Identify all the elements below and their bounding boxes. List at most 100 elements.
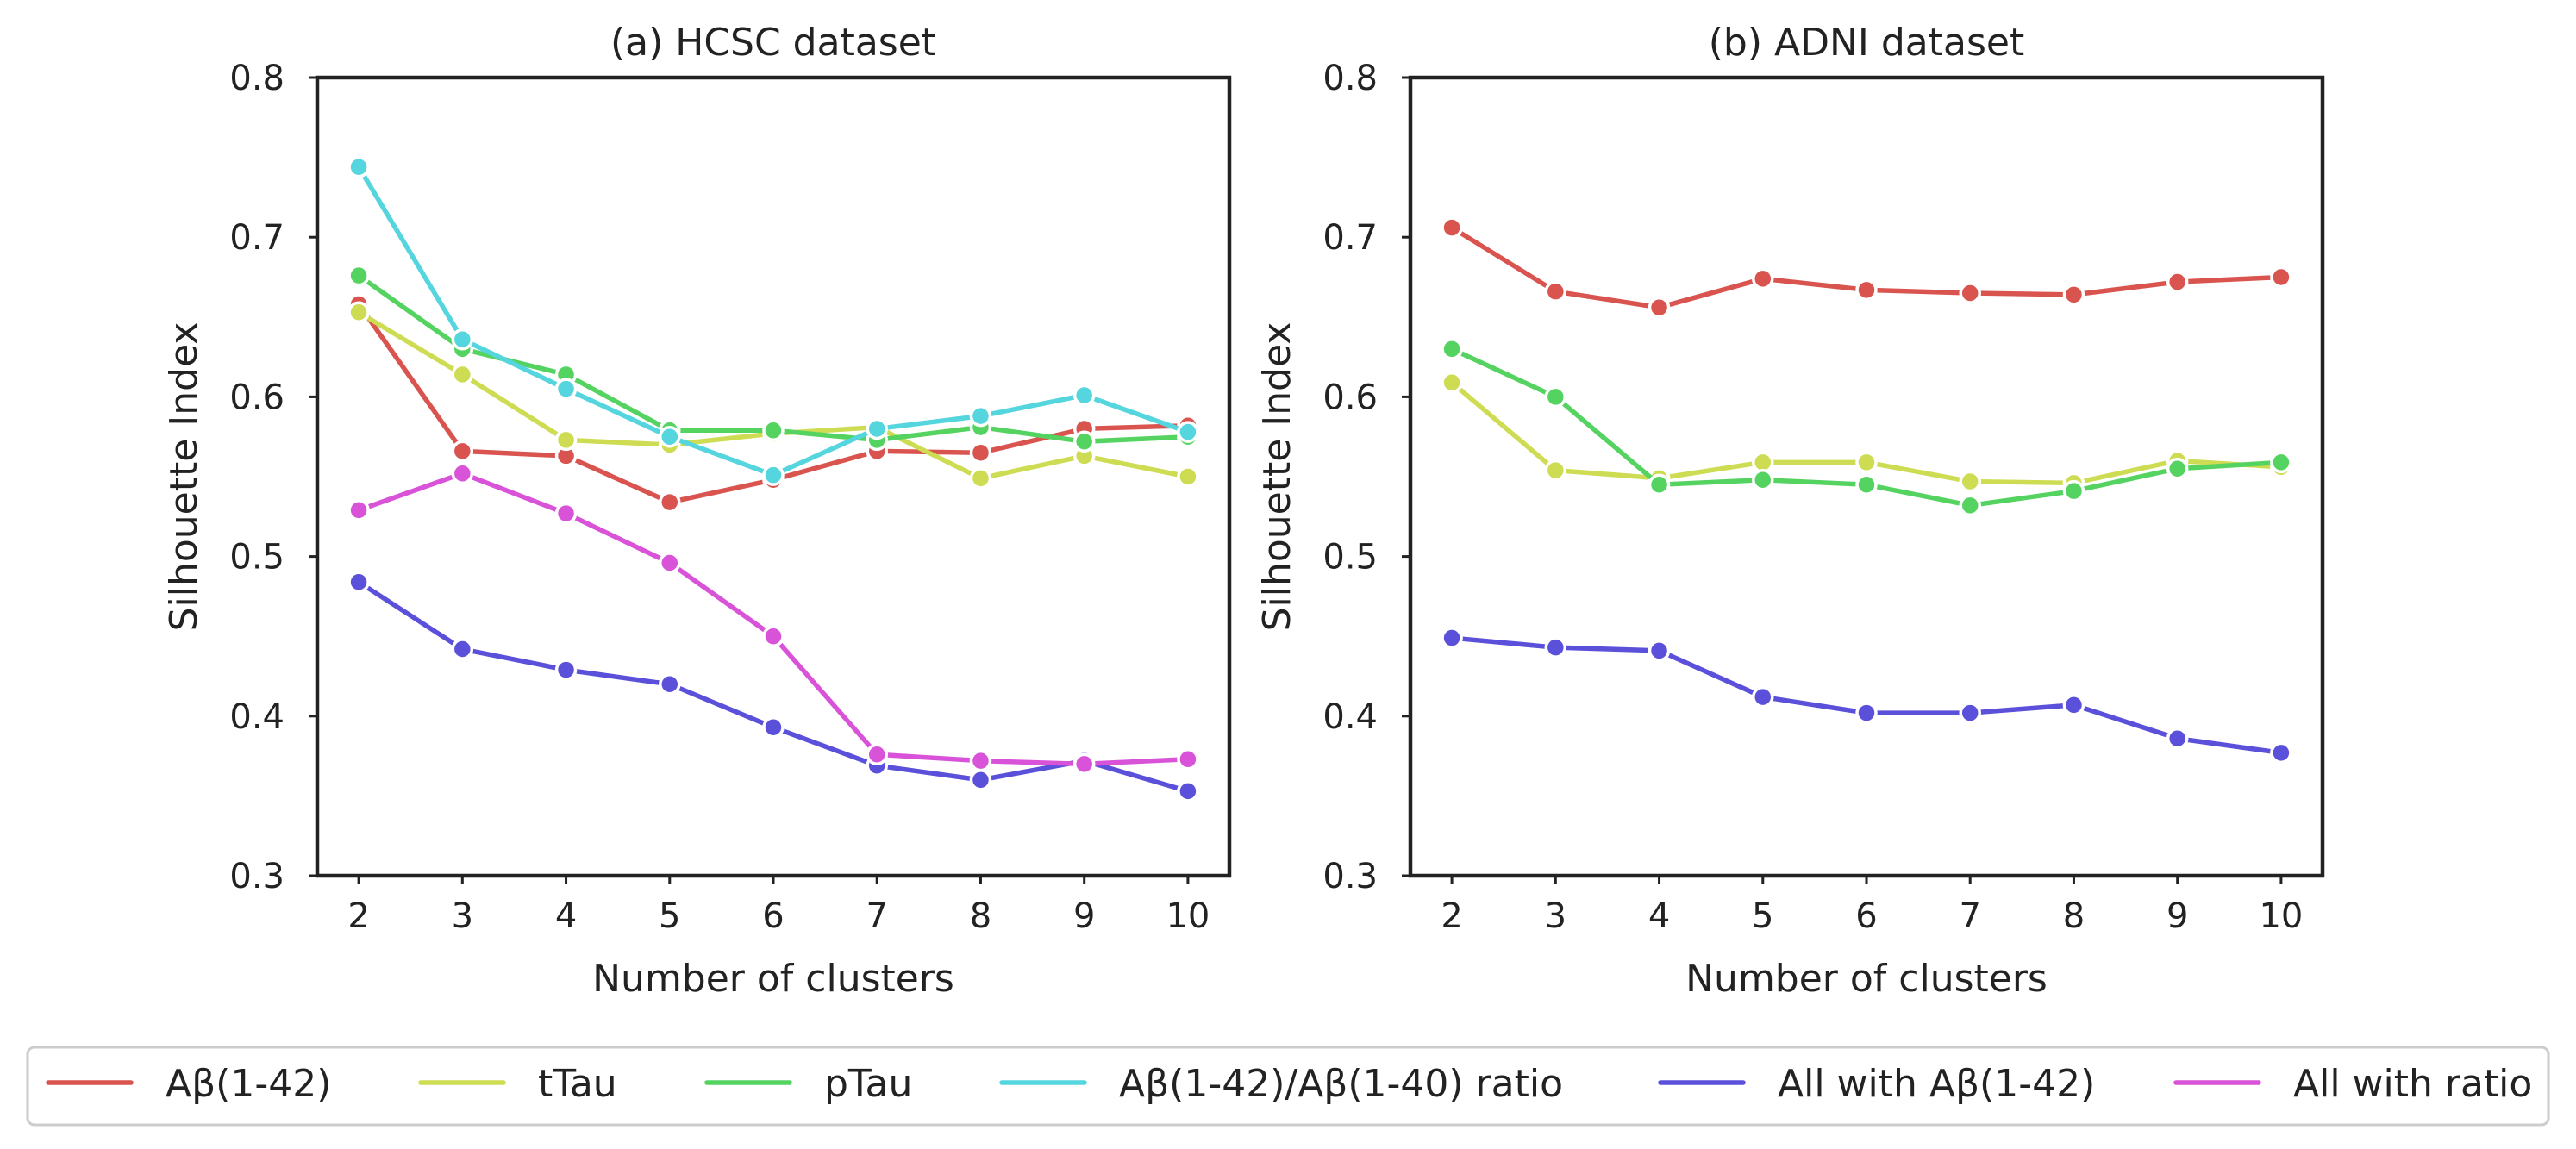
data-point-a-1-42	[659, 490, 681, 514]
data-point-ptau	[347, 264, 370, 287]
data-point-a-1-42-a-1-40-ratio	[969, 404, 992, 428]
legend-item: Aβ(1-42)/Aβ(1-40) ratio	[999, 1062, 1563, 1106]
legend-label: tTau	[538, 1062, 617, 1106]
data-point-a-1-42	[1752, 267, 1774, 290]
chart-panel-hcsc: (a) HCSC dataset Number of clusters Silh…	[162, 21, 1232, 1001]
data-point-all-with-a-1-42	[1959, 702, 1981, 724]
series-line-all-with-a-1-42	[356, 579, 1191, 794]
data-point-a-1-42-a-1-40-ratio	[1072, 384, 1096, 407]
y-tick-label: 0.4	[1322, 697, 1378, 737]
data-point-ttau	[1959, 470, 1981, 493]
x-tick-label: 6	[1855, 896, 1877, 936]
x-tick-label: 3	[1545, 896, 1566, 936]
y-tick-label: 0.3	[1322, 857, 1378, 896]
data-point-all-with-ratio	[451, 462, 474, 485]
data-point-all-with-a-1-42	[554, 659, 578, 681]
legend-item: pTau	[704, 1062, 912, 1106]
data-point-a-1-42	[2062, 284, 2085, 306]
x-axis-label: Number of clusters	[1685, 957, 2048, 1001]
x-tick-label: 8	[970, 896, 991, 936]
legend-item: tTau	[418, 1062, 617, 1106]
legend-box	[26, 1046, 2550, 1127]
data-point-a-1-42	[1544, 280, 1567, 303]
data-point-ptau	[1855, 473, 1878, 496]
series-line-all-with-a-1-42	[1449, 635, 2284, 756]
series-line-ptau	[356, 272, 1191, 445]
x-tick-label: 8	[2063, 896, 2085, 936]
data-point-all-with-ratio	[554, 502, 578, 525]
data-point-all-with-ratio	[1177, 748, 1199, 771]
x-tick-label: 5	[1752, 896, 1773, 936]
y-tick-label: 0.5	[1322, 538, 1378, 578]
data-point-ttau	[969, 467, 992, 490]
y-tick-label: 0.8	[229, 59, 284, 98]
data-point-all-with-a-1-42	[1752, 685, 1774, 709]
x-tick-label: 2	[1441, 896, 1462, 936]
data-point-a-1-42	[1441, 216, 1463, 239]
data-point-ttau	[1441, 371, 1463, 394]
y-tick-label: 0.6	[229, 378, 284, 417]
data-point-all-with-ratio	[1072, 752, 1096, 776]
y-tick-label: 0.8	[1322, 59, 1378, 98]
data-point-all-with-a-1-42	[762, 716, 785, 739]
data-point-ttau	[1855, 451, 1878, 474]
x-tick-label: 2	[347, 896, 369, 936]
legend-label: Aβ(1-42)/Aβ(1-40) ratio	[1119, 1062, 1563, 1106]
x-tick-label: 4	[1648, 896, 1670, 936]
chart-title: (a) HCSC dataset	[610, 21, 936, 65]
y-tick-label: 0.3	[229, 857, 284, 896]
data-point-ttau	[1544, 459, 1567, 482]
y-tick-label: 0.4	[229, 697, 284, 737]
y-tick-label: 0.6	[1322, 378, 1378, 417]
data-point-all-with-a-1-42	[451, 638, 474, 660]
x-tick-label: 9	[2166, 896, 2188, 936]
data-point-all-with-ratio	[762, 625, 785, 647]
legend: Aβ(1-42) tTau pTau Aβ(1-42)/Aβ(1-40) ratio A…	[26, 1046, 2550, 1127]
x-tick-label: 6	[762, 896, 784, 936]
data-point-ptau	[2166, 457, 2189, 480]
data-point-ptau	[1441, 338, 1463, 360]
data-point-a-1-42-a-1-40-ratio	[347, 155, 370, 178]
data-point-ptau	[2062, 479, 2085, 503]
x-tick-label: 5	[659, 896, 680, 936]
data-point-a-1-42	[969, 441, 992, 464]
x-tick-label: 4	[555, 896, 577, 936]
data-point-all-with-a-1-42	[969, 769, 992, 791]
y-tick-label: 0.5	[229, 538, 284, 578]
data-point-all-with-a-1-42	[1441, 627, 1463, 649]
legend-label: All with Aβ(1-42)	[1778, 1062, 2095, 1106]
plot-frame	[1408, 75, 2325, 878]
data-point-all-with-a-1-42	[659, 673, 681, 696]
data-point-ttau	[554, 428, 578, 452]
data-point-a-1-42-a-1-40-ratio	[659, 425, 681, 448]
y-axis-label: Silhouette Index	[1255, 322, 1299, 632]
data-point-ttau	[347, 301, 370, 323]
data-point-ttau	[1177, 465, 1199, 488]
x-tick-label: 9	[1073, 896, 1095, 936]
data-point-all-with-a-1-42	[2270, 741, 2292, 765]
data-point-all-with-a-1-42	[1177, 780, 1199, 802]
axis-ticks: 2 3 4 5 6 7 8 9 10 0.3 0.4 0.5 0.6 0.7 0.8	[229, 59, 1210, 936]
data-point-all-with-a-1-42	[1855, 702, 1878, 724]
data-point-a-1-42	[451, 440, 474, 463]
plot-frame	[315, 75, 1232, 878]
data-point-a-1-42-a-1-40-ratio	[451, 328, 474, 351]
x-tick-label: 10	[2259, 896, 2303, 936]
data-point-a-1-42-a-1-40-ratio	[866, 417, 888, 440]
data-point-all-with-a-1-42	[1648, 640, 1671, 662]
y-axis-label: Silhouette Index	[162, 322, 206, 632]
y-tick-label: 0.7	[1322, 218, 1378, 258]
y-tick-label: 0.7	[229, 218, 284, 258]
x-axis-label: Number of clusters	[592, 957, 954, 1001]
legend-label: All with ratio	[2293, 1062, 2532, 1106]
data-point-all-with-a-1-42	[2166, 727, 2189, 750]
legend-item: All with Aβ(1-42)	[1658, 1062, 2095, 1106]
legend-item: All with ratio	[2173, 1062, 2532, 1106]
data-point-ptau	[762, 419, 785, 442]
x-tick-label: 7	[1960, 896, 1981, 936]
data-point-ptau	[1072, 430, 1096, 453]
x-tick-label: 3	[452, 896, 473, 936]
data-point-a-1-42	[1959, 282, 1981, 304]
data-point-ptau	[1959, 494, 1981, 517]
data-point-all-with-a-1-42	[1544, 636, 1567, 659]
